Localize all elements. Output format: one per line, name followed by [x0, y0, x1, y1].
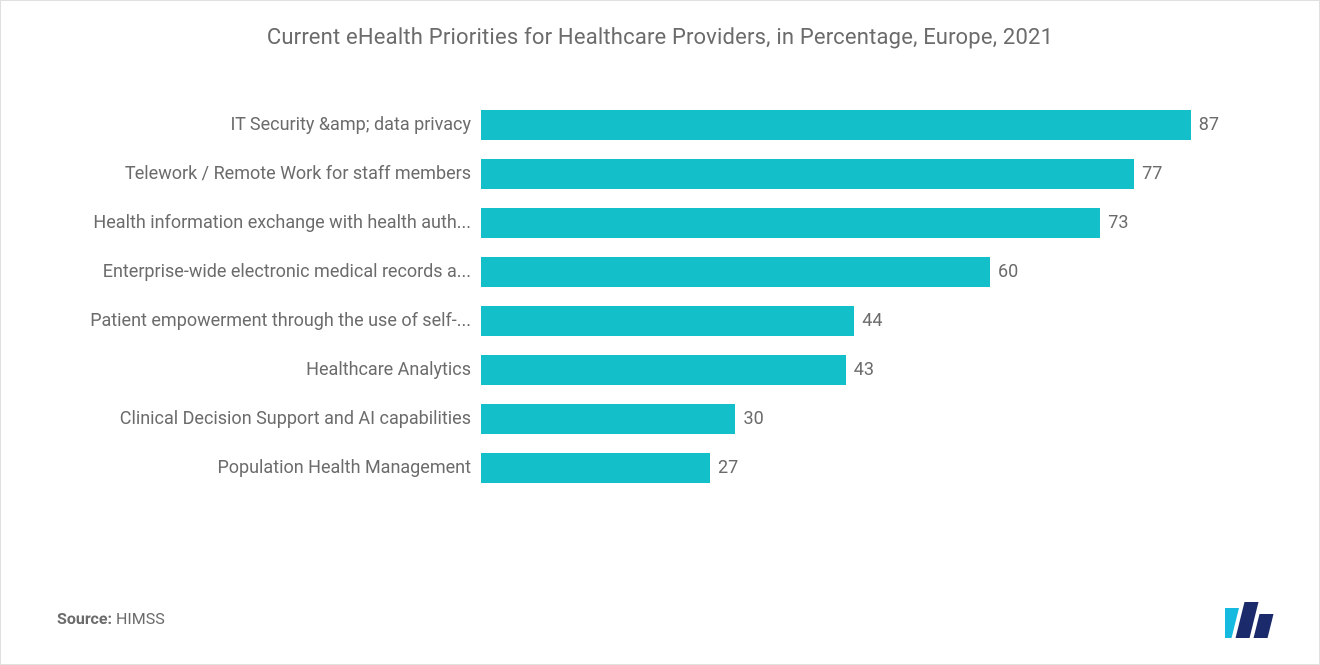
bar-track: 44 [481, 306, 1219, 336]
brand-logo-icon [1225, 600, 1289, 640]
bar [481, 404, 735, 434]
bar-value: 77 [1134, 163, 1162, 184]
category-label: Patient empowerment through the use of s… [61, 310, 481, 331]
category-label: Healthcare Analytics [61, 359, 481, 380]
bar-value: 87 [1191, 114, 1219, 135]
bar-track: 87 [481, 110, 1219, 140]
bar-track: 73 [481, 208, 1219, 238]
source-value: HIMSS [116, 609, 165, 628]
bar-value: 43 [846, 359, 874, 380]
bar-track: 27 [481, 453, 1219, 483]
bar [481, 306, 854, 336]
source-label: Source: [57, 609, 112, 628]
bar-track: 60 [481, 257, 1219, 287]
chart-title: Current eHealth Priorities for Healthcar… [1, 1, 1319, 100]
category-label: Enterprise-wide electronic medical recor… [61, 261, 481, 282]
bar-value: 60 [990, 261, 1018, 282]
bar-value: 44 [854, 310, 882, 331]
bar-row: Enterprise-wide electronic medical recor… [61, 247, 1219, 296]
bar [481, 453, 710, 483]
bar [481, 257, 990, 287]
bar-row: Patient empowerment through the use of s… [61, 296, 1219, 345]
category-label: Clinical Decision Support and AI capabil… [61, 408, 481, 429]
chart-area: IT Security &amp; data privacy 87 Telewo… [1, 100, 1319, 492]
bar-row: Population Health Management 27 [61, 443, 1219, 492]
bar-row: Healthcare Analytics 43 [61, 345, 1219, 394]
bar [481, 355, 846, 385]
bar-track: 77 [481, 159, 1219, 189]
category-label: Telework / Remote Work for staff members [61, 163, 481, 184]
bar-row: Clinical Decision Support and AI capabil… [61, 394, 1219, 443]
bar-track: 43 [481, 355, 1219, 385]
bar-row: IT Security &amp; data privacy 87 [61, 100, 1219, 149]
bar [481, 159, 1134, 189]
bar-row: Health information exchange with health … [61, 198, 1219, 247]
bar-value: 30 [735, 408, 763, 429]
bar-row: Telework / Remote Work for staff members… [61, 149, 1219, 198]
source-attribution: Source: HIMSS [57, 609, 165, 628]
bar-value: 73 [1100, 212, 1128, 233]
category-label: Health information exchange with health … [61, 212, 481, 233]
bar [481, 208, 1100, 238]
bar-value: 27 [710, 457, 738, 478]
bar-track: 30 [481, 404, 1219, 434]
category-label: Population Health Management [61, 457, 481, 478]
bar [481, 110, 1191, 140]
category-label: IT Security &amp; data privacy [61, 114, 481, 135]
